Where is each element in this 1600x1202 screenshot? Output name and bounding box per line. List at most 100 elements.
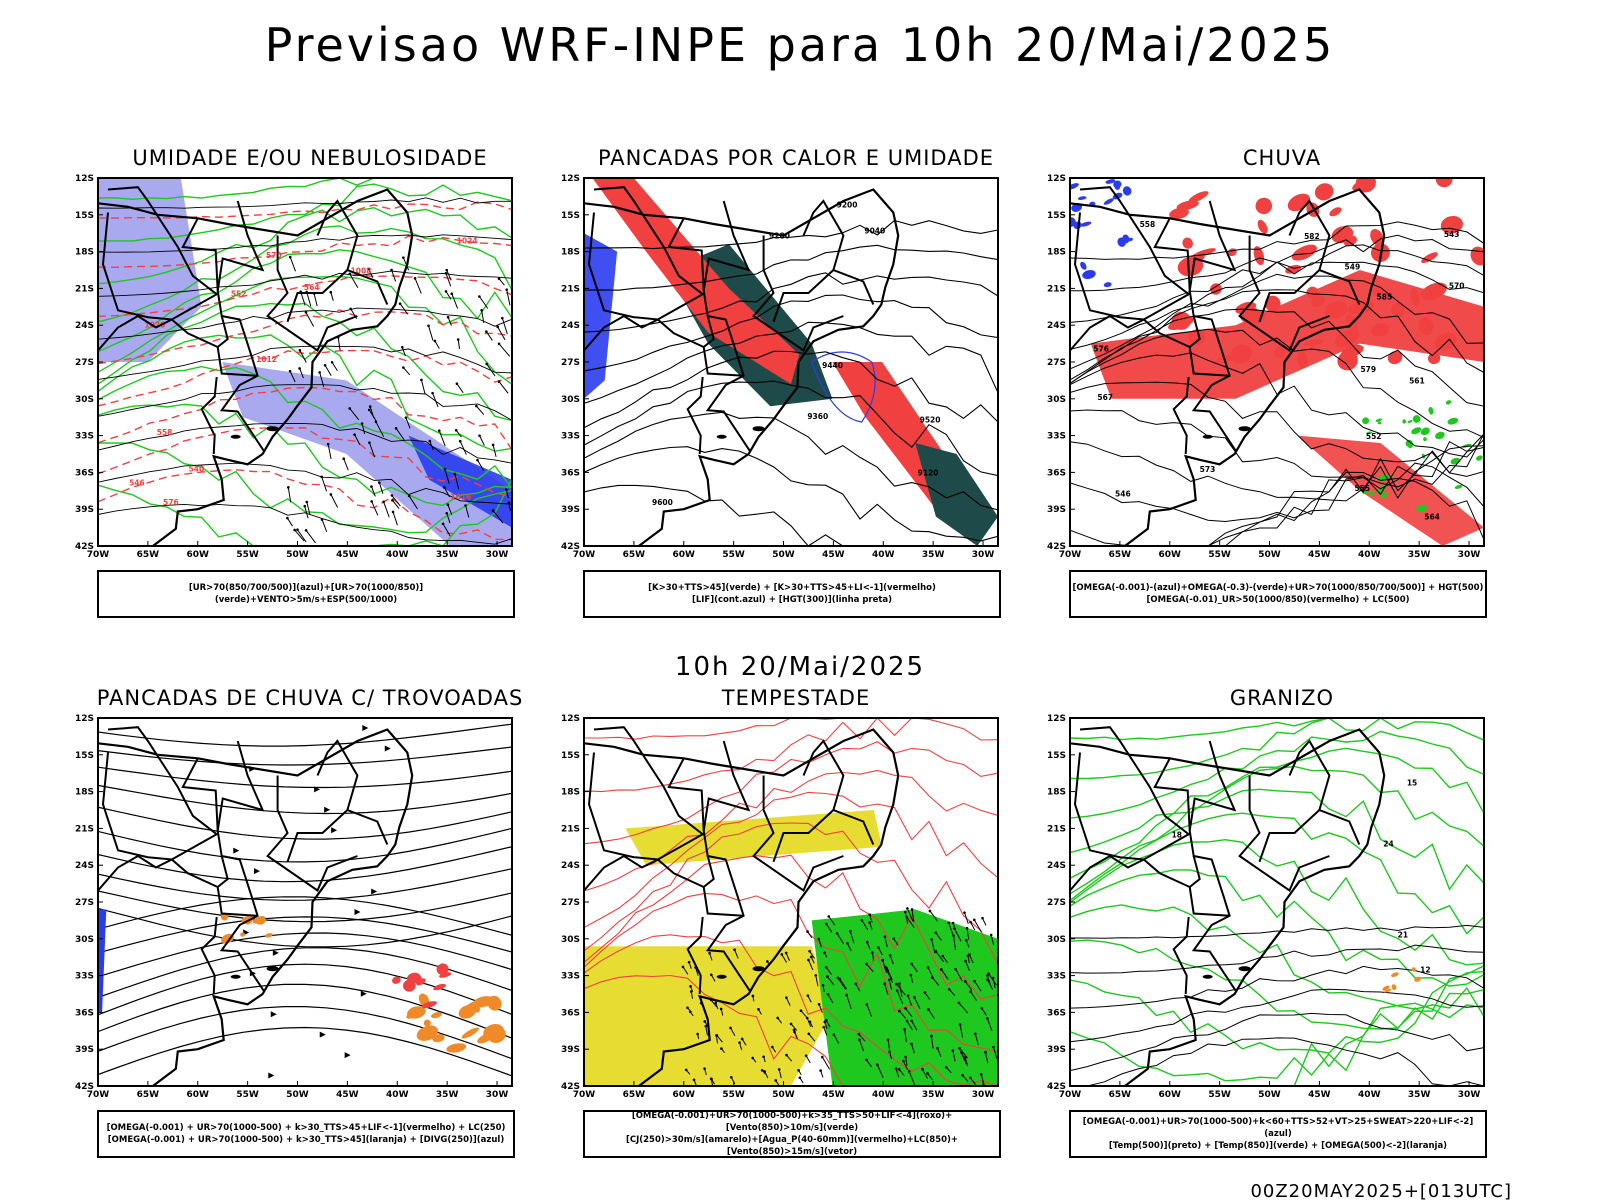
country-border [1238, 775, 1330, 893]
rain-area [1255, 197, 1273, 215]
map-layers [98, 718, 512, 1086]
wind-vector [866, 1004, 873, 1017]
wind-vector [371, 501, 379, 516]
lat-tick-label: 24S [75, 321, 94, 331]
lon-tick-label: 45W [822, 1090, 845, 1100]
wind-vector [895, 1068, 900, 1078]
wind-vector [459, 441, 467, 455]
wind-vector-head [709, 973, 713, 977]
wind-vector [454, 473, 460, 490]
divergence-area [98, 909, 107, 1013]
streamline [98, 890, 512, 923]
omega-area [1428, 406, 1434, 415]
wind-vector-head [944, 1065, 948, 1069]
wind-vector-head [367, 408, 371, 412]
wind-vector-head [390, 268, 393, 272]
wind-vector [911, 963, 918, 973]
wind-vector [778, 1069, 782, 1079]
lake [1238, 966, 1251, 972]
wind-vector [428, 325, 434, 341]
contour-line [98, 183, 512, 242]
lon-tick-label: 50W [286, 550, 309, 560]
streamline [98, 723, 512, 747]
contour-line [98, 403, 512, 507]
thunder-area-orange [240, 932, 246, 937]
wind-vector [906, 1020, 913, 1031]
streamline-arrow [319, 1031, 326, 1038]
lat-tick-label: 42S [561, 1082, 580, 1092]
wind-vector [682, 966, 689, 975]
wind-vector [898, 983, 903, 997]
wind-vector-head [391, 510, 395, 514]
wind-vector-head [360, 422, 364, 425]
streamline-arrow [331, 827, 338, 834]
country-border [1143, 858, 1230, 917]
contour-line [584, 411, 998, 511]
contour-line [584, 934, 998, 1086]
contour-label: 552 [1366, 432, 1382, 441]
contour-line [1070, 924, 1484, 939]
country-border [667, 757, 751, 992]
wind-vector [966, 928, 970, 940]
wind-vector-head [846, 942, 849, 945]
country-border [1188, 200, 1237, 291]
wind-vector-head [751, 994, 755, 998]
contour-label: 561 [1409, 376, 1425, 385]
country-border [752, 775, 844, 893]
wind-vector [497, 326, 506, 341]
wind-vector-head [905, 1019, 909, 1023]
contour-line [98, 178, 512, 201]
contour-label: 540 [189, 465, 205, 474]
country-border [181, 757, 265, 992]
omega-area [1082, 269, 1096, 280]
lat-tick-label: 24S [561, 321, 580, 331]
wind-vector-head [478, 295, 481, 298]
panel-granizo: GRANIZO 12 15 18 21 24 12S 15S 18S 21S 24S 27S 30S 3… [1042, 686, 1522, 1166]
omega-area [1416, 504, 1427, 512]
legend-line: [OMEGA(-0.001)+UR>70(1000-500)+k>35_TTS>… [631, 1111, 953, 1133]
wind-vector-head [445, 511, 449, 515]
wind-vector-head [921, 1067, 924, 1071]
wind-vector-head [740, 1037, 744, 1041]
wind-vector-head [370, 485, 373, 488]
contour-line [1070, 904, 1484, 1017]
wind-vector-head [979, 1073, 983, 1076]
contour-line [1070, 989, 1484, 1082]
thunder-area-orange [264, 933, 273, 938]
wind-vector [952, 1050, 956, 1062]
streamline-arrow [268, 1072, 275, 1079]
wind-vector-head [963, 911, 966, 914]
thunder-area-red [439, 972, 452, 978]
contour-label: 12 [1420, 966, 1430, 975]
wind-vector [839, 978, 847, 990]
panel-title: UMIDADE E/OU NEBULOSIDADE [132, 146, 488, 170]
wind-vector-head [805, 1016, 809, 1020]
panel-tempestade: TEMPESTADE 12S 15S 18S 21S 24S 27S 30S 33S 36S 39… [556, 686, 1036, 1166]
contour-label: 564 [304, 283, 320, 292]
wind-vector-head [348, 272, 352, 276]
wind-vector [408, 495, 418, 510]
wind-vector-head [703, 1067, 706, 1070]
omega-area [1407, 419, 1413, 424]
wind-vector-head [903, 1028, 906, 1031]
contour-line [98, 349, 512, 407]
wind-vector-head [688, 1010, 692, 1014]
wind-vector-head [792, 1028, 796, 1032]
wind-vector [477, 459, 485, 471]
lat-tick-label: 39S [1047, 1045, 1066, 1055]
wind-vector [465, 505, 470, 518]
thunder-area-orange [416, 1025, 439, 1041]
panel-title: TEMPESTADE [721, 686, 871, 710]
lat-tick-label: 30S [1047, 935, 1066, 945]
contour-line [584, 822, 998, 965]
thunder-area-orange [406, 1009, 419, 1019]
panel-title: GRANIZO [1229, 686, 1335, 710]
wind-vector [928, 1009, 935, 1019]
omega-500-area [1382, 985, 1390, 991]
contour-line [584, 769, 998, 892]
wind-vector-head [497, 342, 501, 346]
wind-vector-head [703, 1020, 707, 1023]
contour-line [98, 273, 512, 317]
rain-area [1337, 350, 1358, 371]
wind-vector [349, 273, 359, 289]
